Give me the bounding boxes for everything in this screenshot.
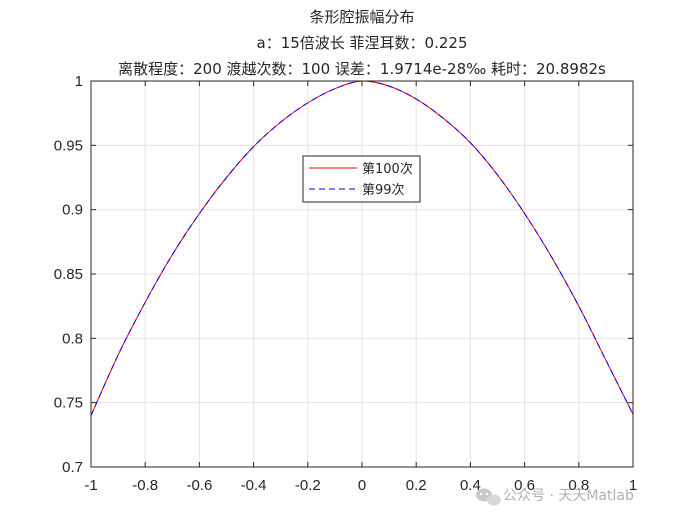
y-tick-label: 0.85 xyxy=(54,266,83,283)
chart-title-line-3: 离散程度：200 渡越次数：100 误差：1.9714e-28‰ 耗时：20.8… xyxy=(118,60,606,78)
x-tick-label: 1 xyxy=(629,477,637,494)
y-tick-label: 0.75 xyxy=(54,395,83,412)
chart-title-line-2: a：15倍波长 菲涅耳数：0.225 xyxy=(257,34,468,52)
x-tick-label: 0.8 xyxy=(568,477,589,494)
watermark: 公众号 · 天天Matlab xyxy=(476,488,634,506)
y-tick-label: 0.8 xyxy=(62,330,83,347)
chart-title: 条形腔振幅分布 a：15倍波长 菲涅耳数：0.225 离散程度：200 渡越次数… xyxy=(118,8,606,78)
y-tick-label: 0.7 xyxy=(62,459,83,476)
watermark-text: 公众号 · 天天Matlab xyxy=(503,488,634,504)
wechat-icon xyxy=(476,488,501,506)
x-tick-label: -0.2 xyxy=(295,477,321,494)
legend-box xyxy=(302,155,421,203)
x-tick-label: 0.6 xyxy=(514,477,535,494)
x-axis-tick-labels: -1 -0.8 -0.6 -0.4 -0.2 0 0.2 0.4 0.6 0.8 1 xyxy=(84,477,637,494)
y-tick-label: 1 xyxy=(75,73,83,90)
x-tick-label: -0.4 xyxy=(241,477,267,494)
legend-label: 第100次 xyxy=(362,161,413,177)
tick-marks xyxy=(90,80,634,468)
x-tick-label: -0.8 xyxy=(132,477,158,494)
x-tick-label: 0.4 xyxy=(460,477,481,494)
x-tick-label: 0.2 xyxy=(406,477,427,494)
y-tick-label: 0.9 xyxy=(62,202,83,219)
x-tick-label: -0.6 xyxy=(186,477,212,494)
y-axis-tick-labels: 0.7 0.75 0.8 0.85 0.9 0.95 1 xyxy=(54,73,83,476)
y-tick-label: 0.95 xyxy=(54,137,83,154)
x-tick-label: 0 xyxy=(358,477,366,494)
chart-title-line-1: 条形腔振幅分布 xyxy=(309,8,414,26)
legend-label: 第99次 xyxy=(362,182,405,198)
x-tick-label: -1 xyxy=(84,477,97,494)
